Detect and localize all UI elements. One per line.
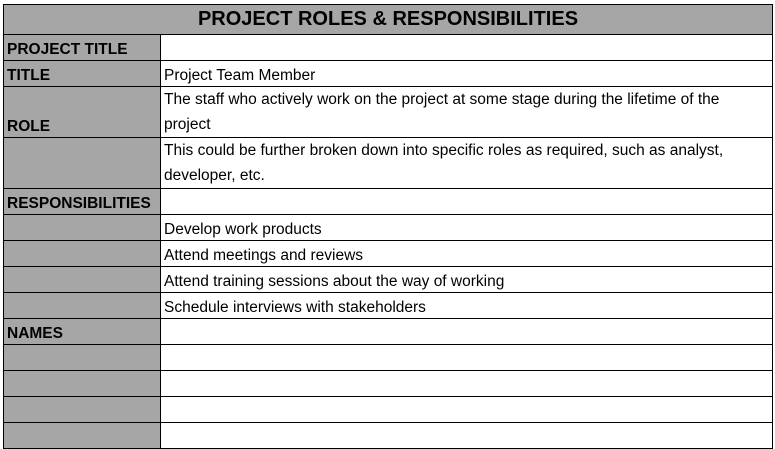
- row-value-cell[interactable]: [160, 422, 773, 449]
- row-value-cell[interactable]: Project Team Member: [160, 60, 773, 87]
- table-row: [3, 344, 773, 371]
- roles-table-body: PROJECT ROLES & RESPONSIBILITIES PROJECT…: [3, 4, 773, 449]
- table-row: This could be further broken down into s…: [3, 137, 773, 189]
- table-row: PROJECT TITLE: [3, 34, 773, 61]
- row-label-cell[interactable]: [3, 292, 161, 319]
- table-row: Schedule interviews with stakeholders: [3, 292, 773, 319]
- row-value-cell[interactable]: [160, 34, 773, 61]
- table-row: TITLE Project Team Member: [3, 60, 773, 87]
- row-label-cell[interactable]: ROLE: [3, 86, 161, 138]
- table-row: [3, 422, 773, 449]
- table-row: RESPONSIBILITIES: [3, 188, 773, 215]
- row-value-cell[interactable]: The staff who actively work on the proje…: [160, 86, 773, 138]
- row-value-cell[interactable]: This could be further broken down into s…: [160, 137, 773, 189]
- row-label-cell[interactable]: [3, 370, 161, 397]
- row-label-cell[interactable]: [3, 422, 161, 449]
- row-label-cell[interactable]: [3, 137, 161, 189]
- row-label-cell[interactable]: [3, 214, 161, 241]
- title-row: PROJECT ROLES & RESPONSIBILITIES: [3, 4, 773, 35]
- row-value-cell[interactable]: Attend meetings and reviews: [160, 240, 773, 267]
- row-label-cell[interactable]: [3, 266, 161, 293]
- row-value-cell[interactable]: [160, 318, 773, 345]
- row-label-cell[interactable]: [3, 396, 161, 423]
- row-value-cell[interactable]: [160, 370, 773, 397]
- table-row: Develop work products: [3, 214, 773, 241]
- table-row: ROLE The staff who actively work on the p…: [3, 86, 773, 138]
- row-label-cell[interactable]: [3, 240, 161, 267]
- row-value-cell[interactable]: [160, 396, 773, 423]
- row-value-cell[interactable]: Develop work products: [160, 214, 773, 241]
- row-value-cell[interactable]: Attend training sessions about the way o…: [160, 266, 773, 293]
- row-label-cell[interactable]: [3, 344, 161, 371]
- table-row: [3, 396, 773, 423]
- table-row: [3, 370, 773, 397]
- table-row: Attend training sessions about the way o…: [3, 266, 773, 293]
- row-label-cell[interactable]: RESPONSIBILITIES: [3, 188, 161, 215]
- row-label-cell[interactable]: NAMES: [3, 318, 161, 345]
- table-row: NAMES: [3, 318, 773, 345]
- row-value-cell[interactable]: [160, 188, 773, 215]
- row-label-cell[interactable]: PROJECT TITLE: [3, 34, 161, 61]
- row-value-cell[interactable]: Schedule interviews with stakeholders: [160, 292, 773, 319]
- sheet-title[interactable]: PROJECT ROLES & RESPONSIBILITIES: [3, 4, 773, 35]
- table-row: Attend meetings and reviews: [3, 240, 773, 267]
- roles-table: PROJECT ROLES & RESPONSIBILITIES PROJECT…: [3, 4, 773, 449]
- row-label-cell[interactable]: TITLE: [3, 60, 161, 87]
- row-value-cell[interactable]: [160, 344, 773, 371]
